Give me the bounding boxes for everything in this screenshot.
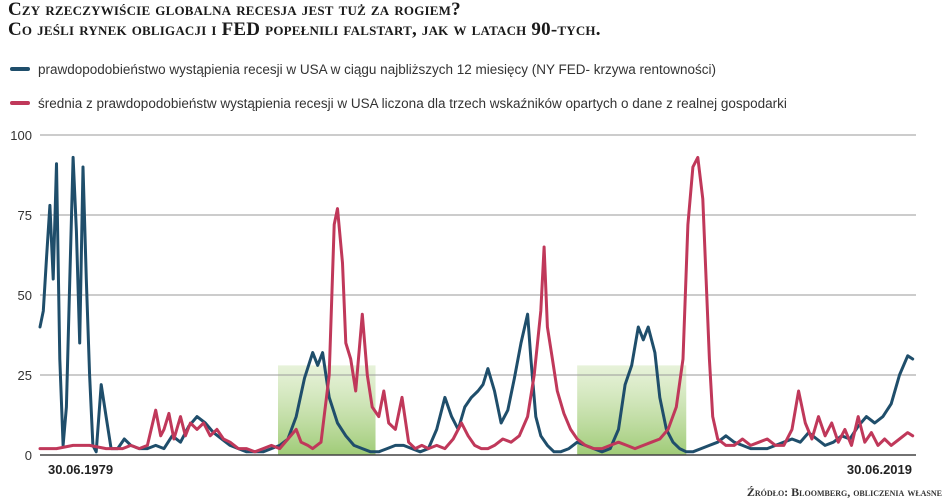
source-note: Źródło: Bloomberg, obliczenia własne [746, 485, 942, 499]
series-line-yield-curve [38, 155, 915, 454]
legend-swatch-real-economy [10, 101, 30, 105]
y-tick-label-25: 25 [18, 368, 32, 383]
x-label-end: 30.06.2019 [847, 462, 912, 477]
series-line-real-economy [38, 155, 915, 454]
chart-title-line1: Czy rzeczywiście globalna recesja jest t… [8, 0, 461, 20]
legend-label-real-economy: średnia z prawdopodobieństw wystąpienia … [38, 95, 787, 111]
legend-label-yield-curve: prawdopodobieństwo wystąpienia recesji w… [38, 61, 717, 77]
y-tick-label-75: 75 [18, 208, 32, 223]
legend-item-yield-curve: prawdopodobieństwo wystąpienia recesji w… [10, 58, 787, 80]
chart-title-line2: Co jeśli rynek obligacji i FED popełnili… [8, 19, 601, 40]
line-chart: 0 25 50 75 100 30.06.1979 30.06.2019 [10, 128, 916, 477]
legend: prawdopodobieństwo wystąpienia recesji w… [10, 58, 787, 126]
y-tick-label-0: 0 [25, 448, 32, 463]
y-tick-label-50: 50 [18, 288, 32, 303]
x-label-start: 30.06.1979 [48, 462, 113, 477]
legend-item-real-economy: średnia z prawdopodobieństw wystąpienia … [10, 92, 787, 114]
highlight-zone-2 [577, 365, 687, 455]
legend-swatch-yield-curve [10, 67, 30, 71]
chart-title: Czy rzeczywiście globalna recesja jest t… [8, 0, 601, 40]
y-tick-label-100: 100 [10, 128, 32, 143]
